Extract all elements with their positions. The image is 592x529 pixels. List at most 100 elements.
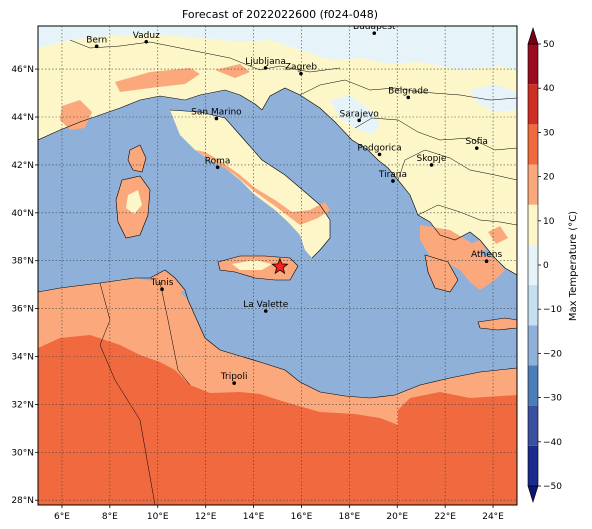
lon-tick-label: 20°E	[386, 512, 408, 522]
graticule	[38, 26, 517, 505]
colorbar-segment	[528, 84, 538, 125]
latitude-ticks: 28°N 30°N 32°N 34°N 36°N 38°N 40°N 42°N 44°N 46°N	[11, 65, 38, 506]
city-label: Belgrade	[388, 86, 429, 96]
tunisia-warm	[150, 270, 185, 296]
lon-tick-label: 6°E	[54, 512, 70, 522]
colorbar-segment	[528, 325, 538, 366]
colorbar-segment	[528, 44, 538, 85]
colorbar-ticks: 50 40 30 20 10 0 −10 −20 −30 −40 −50	[538, 40, 562, 492]
city-dot	[429, 163, 434, 167]
city-dot	[144, 40, 149, 44]
corsica-island	[128, 145, 146, 172]
colorbar-segment	[528, 204, 538, 245]
lat-tick-label: 46°N	[11, 65, 34, 75]
riviera-warm-patch	[60, 100, 92, 130]
city-label: Tunis	[150, 278, 174, 288]
crete-island	[478, 318, 517, 330]
city-label: La Valette	[243, 300, 288, 310]
colorbar-segment	[528, 124, 538, 165]
lon-tick-label: 14°E	[243, 512, 265, 522]
sardinia-cool-interior	[126, 190, 142, 214]
lat-tick-label: 32°N	[11, 400, 34, 410]
colorbar-tick-label: 50	[543, 40, 555, 50]
colorbar-tick-label: −50	[543, 482, 562, 492]
pannonia-warm-patch	[215, 64, 250, 78]
lon-tick-label: 18°E	[339, 512, 361, 522]
colorbar-tick-label: 40	[543, 84, 555, 94]
colorbar-tick-label: −20	[543, 349, 562, 359]
city-label: Sarajevo	[340, 109, 380, 119]
city-dot	[160, 287, 164, 292]
city-dot	[94, 44, 99, 49]
city-dot	[377, 152, 382, 157]
colorbar-segment	[528, 445, 538, 486]
city-label: Vaduz	[133, 31, 160, 41]
lat-tick-label: 36°N	[11, 305, 34, 315]
lat-tick-label: 40°N	[11, 209, 34, 219]
lon-tick-label: 16°E	[291, 512, 313, 522]
city-dot	[232, 381, 236, 385]
colorbar-segment	[528, 365, 538, 406]
colorbar-tick-label: 20	[543, 173, 555, 183]
city-label: Sofia	[466, 137, 488, 147]
city-label: Tirana	[378, 170, 407, 180]
location-star-marker	[271, 257, 289, 275]
lon-tick-label: 22°E	[434, 512, 456, 522]
colorbar-segment	[528, 405, 538, 446]
colorbar-tick-label: −10	[543, 305, 562, 315]
lat-tick-label: 34°N	[11, 353, 34, 363]
longitude-ticks: 6°E 8°E 10°E 12°E 14°E 16°E 18°E 20°E 22°E 24°E	[54, 505, 504, 522]
lat-tick-label: 44°N	[11, 113, 34, 123]
city-dot	[474, 146, 479, 150]
city-dot	[214, 116, 219, 121]
lat-tick-label: 28°N	[11, 496, 34, 506]
colorbar-tick-label: −30	[543, 394, 562, 404]
lon-tick-label: 12°E	[195, 512, 217, 522]
coastlines	[38, 87, 517, 399]
carpathian-cold-region	[470, 84, 517, 112]
lon-tick-label: 10°E	[147, 512, 169, 522]
city-dot	[391, 179, 395, 183]
colorbar	[527, 26, 539, 504]
city-dot	[357, 118, 361, 123]
lon-tick-label: 24°E	[482, 512, 504, 522]
balkans-cold-region	[330, 95, 380, 135]
colorbar-tick-label: 10	[543, 217, 555, 227]
colorbar-extend-min	[527, 485, 539, 504]
sicily-cool-interior	[232, 260, 272, 270]
city-dot	[263, 309, 268, 313]
city-dot	[215, 165, 220, 170]
city-label: Roma	[205, 156, 231, 166]
city-label: Zagreb	[285, 63, 317, 73]
city-dot	[299, 71, 303, 76]
lat-tick-label: 30°N	[11, 448, 34, 458]
city-label: Tripoli	[220, 372, 248, 382]
colorbar-extend-max	[527, 26, 539, 45]
aegean-islands	[470, 226, 508, 252]
city-dot	[484, 259, 489, 263]
star-marker-shape	[271, 257, 289, 275]
city-label: Bern	[86, 35, 107, 45]
colorbar-segment	[528, 164, 538, 205]
colorbar-tick-label: −40	[543, 438, 562, 448]
greece-land	[420, 225, 505, 290]
lat-tick-label: 38°N	[11, 257, 34, 267]
colorbar-segment	[528, 285, 538, 326]
city-label: Podgorica	[357, 143, 401, 153]
city-label: Budapest	[353, 22, 396, 32]
city-dot	[372, 31, 377, 35]
colorbar-segment	[528, 244, 538, 286]
colorbar-tick-label: 0	[543, 261, 549, 271]
city-label: Athens	[471, 250, 502, 260]
figure-title: Forecast of 2022022600 (f024-048)	[182, 8, 378, 21]
colorbar-label: Max Temperature (°C)	[568, 211, 579, 321]
map-frame	[37, 25, 518, 506]
city-label: Skopje	[417, 154, 447, 164]
lat-tick-label: 42°N	[11, 161, 34, 171]
city-label: Ljubljana	[245, 57, 286, 67]
city-dot	[263, 66, 268, 70]
peloponnese	[425, 255, 458, 292]
italy-warm-coast	[195, 150, 330, 225]
